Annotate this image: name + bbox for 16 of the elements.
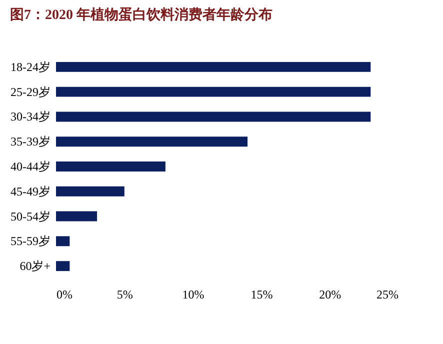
x-tick-label: 15%	[250, 288, 273, 302]
x-tick-label: 5%	[116, 288, 133, 302]
chart-title: 图7：2020 年植物蛋白饮料消费者年龄分布	[10, 7, 273, 23]
y-tick-label: 30-34岁	[10, 110, 50, 124]
y-tick-label: 25-29岁	[10, 84, 50, 99]
x-tick-label: 20%	[319, 288, 342, 302]
y-tick-label: 35-39岁	[10, 134, 50, 149]
x-tick-label: 0%	[56, 288, 72, 302]
y-tick-label: 50-54岁	[10, 209, 50, 224]
y-tick-label: 55-59岁	[10, 234, 50, 248]
x-tick-label: 25%	[376, 288, 398, 302]
y-tick-label: 18-24岁	[10, 60, 50, 74]
y-tick-label: 60岁+	[20, 259, 51, 274]
y-tick-label: 45-49岁	[10, 184, 50, 198]
y-tick-label: 40-44岁	[10, 160, 50, 174]
x-tick-label: 10%	[182, 288, 204, 302]
